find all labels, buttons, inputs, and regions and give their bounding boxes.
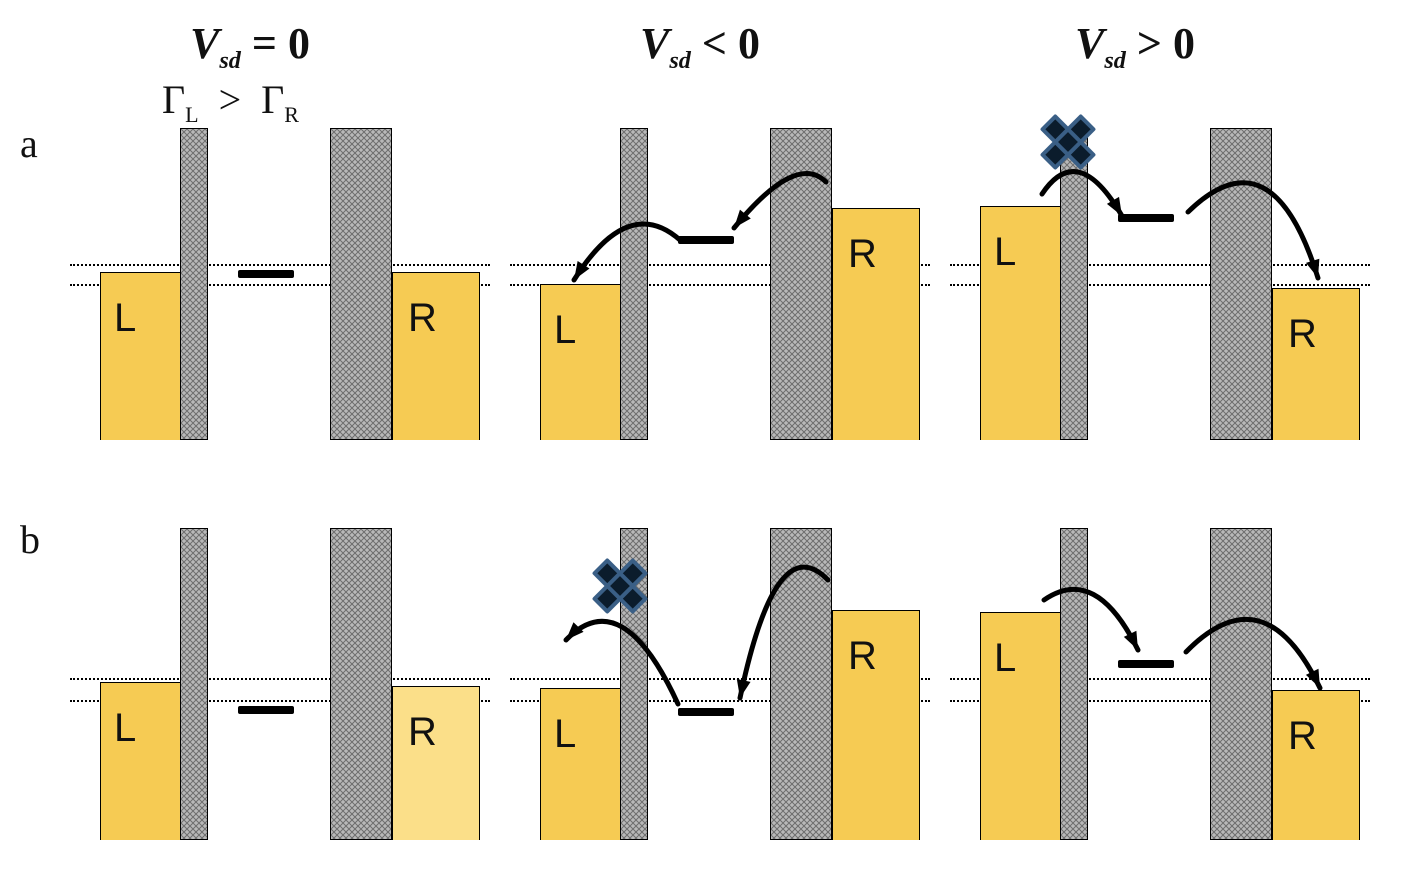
lead-right-label: R xyxy=(1288,714,1317,759)
lead-left-label: L xyxy=(114,706,136,751)
lead-left-label: L xyxy=(114,296,136,341)
tunnel-arrow-1 xyxy=(950,110,1370,440)
panel-b0: LR xyxy=(70,510,490,840)
column-title-1: Vsd < 0 xyxy=(640,18,760,75)
barrier-left xyxy=(180,128,208,440)
panel-a1: LR xyxy=(510,110,930,440)
lead-left-label: L xyxy=(554,308,576,353)
lead-left-label: L xyxy=(994,636,1016,681)
fermi-guide-upper xyxy=(70,264,490,266)
panel-b1: LR xyxy=(510,510,930,840)
row-label-b: b xyxy=(20,516,40,563)
panel-a2: LR xyxy=(950,110,1370,440)
lead-right-label: R xyxy=(1288,312,1317,357)
lead-right-label: R xyxy=(848,232,877,277)
barrier-left xyxy=(180,528,208,840)
blocked-icon xyxy=(590,556,650,616)
panel-b2: LR xyxy=(950,510,1370,840)
column-title-2: Vsd > 0 xyxy=(1075,18,1195,75)
dot-level xyxy=(238,270,294,278)
column-title-0: Vsd = 0 xyxy=(190,18,310,75)
lead-left-label: L xyxy=(994,230,1016,275)
barrier-right xyxy=(330,128,392,440)
lead-right-label: R xyxy=(408,296,437,341)
panel-a0: LR xyxy=(70,110,490,440)
lead-left-label: L xyxy=(554,712,576,757)
lead-right-label: R xyxy=(848,634,877,679)
lead-left xyxy=(100,272,182,440)
fermi-guide-upper xyxy=(70,678,490,680)
lead-left xyxy=(100,682,182,840)
row-label-a: a xyxy=(20,120,38,167)
barrier-right xyxy=(330,528,392,840)
dot-level xyxy=(238,706,294,714)
lead-right-label: R xyxy=(408,710,437,755)
blocked-icon xyxy=(1038,112,1098,172)
figure-canvas: Vsd = 0Vsd < 0Vsd > 0ΓL > ΓRabLRLRLRLRLR… xyxy=(0,0,1414,876)
